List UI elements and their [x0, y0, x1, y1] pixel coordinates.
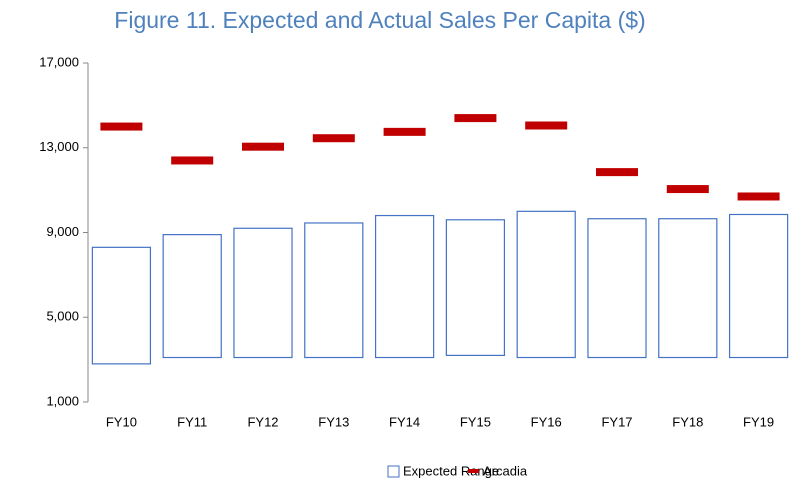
- range-box: [233, 227, 293, 359]
- x-tick-label: FY17: [601, 414, 632, 429]
- range-box: [658, 218, 718, 359]
- legend-swatch: [468, 469, 479, 473]
- x-tick-label: FY13: [318, 414, 349, 429]
- x-tick-label: FY15: [460, 414, 491, 429]
- marker: [737, 192, 780, 201]
- range-box: [162, 234, 222, 359]
- y-tick-label: 9,000: [46, 224, 79, 239]
- range-box: [516, 210, 576, 359]
- x-tick-label: FY16: [531, 414, 562, 429]
- marker: [100, 122, 143, 131]
- legend-label: Arcadia: [483, 463, 528, 478]
- range-box: [587, 218, 647, 359]
- marker: [454, 114, 497, 123]
- legend-swatch: [387, 465, 400, 478]
- range-box: [374, 214, 435, 359]
- x-tick-label: FY19: [743, 414, 774, 429]
- marker: [312, 134, 355, 143]
- x-tick-label: FY14: [389, 414, 420, 429]
- range-box: [728, 213, 789, 359]
- marker: [242, 142, 284, 151]
- marker: [525, 121, 568, 130]
- marker: [171, 156, 214, 165]
- y-tick-label: 1,000: [46, 393, 79, 408]
- marker: [666, 185, 709, 194]
- x-tick-label: FY12: [247, 414, 278, 429]
- legend-label: Expected Range: [403, 463, 499, 478]
- chart-title: Figure 11. Expected and Actual Sales Per…: [114, 7, 645, 33]
- range-box: [445, 219, 506, 356]
- y-tick-label: 17,000: [39, 54, 79, 69]
- range-box: [91, 246, 152, 365]
- y-tick-label: 13,000: [39, 139, 79, 154]
- marker: [596, 168, 638, 177]
- range-box: [304, 222, 364, 359]
- x-tick-label: FY18: [672, 414, 703, 429]
- y-tick-label: 5,000: [46, 309, 79, 324]
- x-tick-label: FY10: [106, 414, 137, 429]
- x-tick-label: FY11: [177, 414, 207, 429]
- marker: [383, 127, 426, 136]
